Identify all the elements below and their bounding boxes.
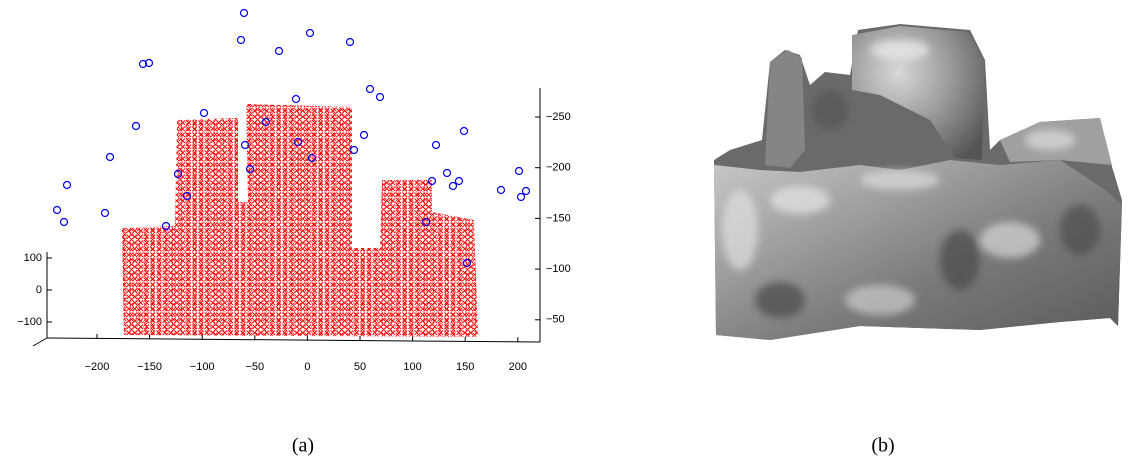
- z-tick-label: −100: [546, 263, 571, 275]
- x-tick-label: 200: [509, 361, 527, 373]
- z-tick-label: −150: [546, 212, 571, 224]
- x-tick-label: 0: [304, 361, 310, 373]
- z-tick-label: −200: [546, 162, 571, 174]
- caption: (b): [871, 435, 894, 457]
- x-tick-label: −150: [137, 361, 162, 373]
- caption: (a): [292, 435, 314, 457]
- z-tick-label: −250: [546, 111, 571, 123]
- x-tick-label: 100: [403, 361, 421, 373]
- y-tick-label: 0: [36, 284, 42, 296]
- x-tick-label: −200: [85, 361, 110, 373]
- x-tick-label: 150: [456, 361, 474, 373]
- blue-points: [52, 8, 531, 268]
- y-tick-label: 100: [24, 252, 42, 264]
- red-points: [122, 104, 478, 337]
- tick-labels-a: −200 −150 −100 −50 0 50 100 150 200 100 0 −100 −250 −…: [17, 111, 571, 373]
- x-tick-label: 50: [354, 361, 366, 373]
- y-tick-label: −100: [17, 316, 42, 328]
- x-tick-label: −100: [190, 361, 215, 373]
- x-tick-label: −50: [245, 361, 264, 373]
- z-tick-label: −50: [546, 314, 565, 326]
- surface-render: [714, 24, 1122, 340]
- axes-a: [32, 88, 541, 347]
